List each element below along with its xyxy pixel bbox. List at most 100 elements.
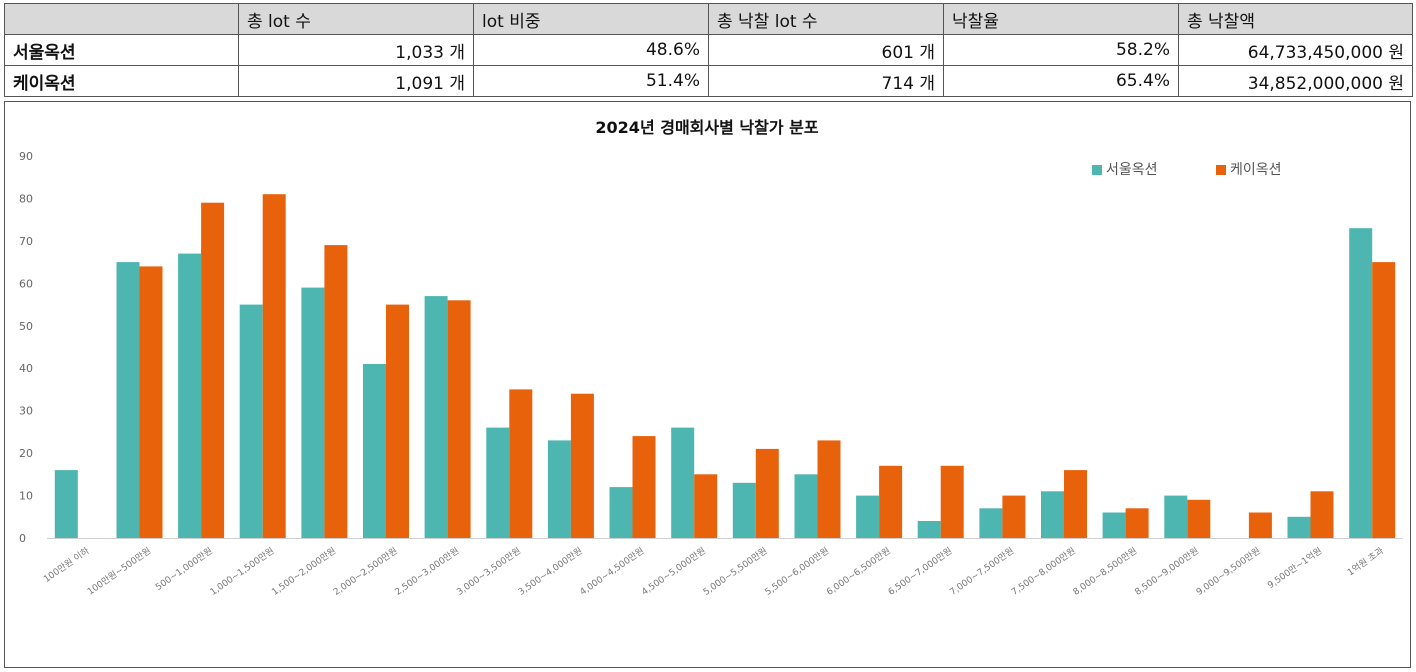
bar-series2 [1310,491,1334,538]
table-cell: 48.6% [473,34,709,66]
header-cell: 총 낙찰 lot 수 [708,3,944,35]
x-tick-label: 100만원 이하 [42,545,92,585]
bar-chart: 2024년 경매회사별 낙찰가 분포 0 10 20 30 40 50 60 70 80 90 100… [19,118,1403,598]
bar-series2 [509,389,533,538]
bar-series2 [1064,470,1087,538]
bar-series1 [732,482,756,538]
table-cell: 34,852,000,000 원 [1178,65,1413,97]
x-tick-label: 2,500~3,000만원 [393,545,461,597]
bar-series2 [817,440,841,538]
bar-series1 [1041,491,1064,538]
bar-series1 [1164,495,1188,538]
bar-series2 [1125,508,1149,538]
row-name: 서울옥션 [4,34,239,66]
bar-series2 [1248,512,1272,538]
y-tick-label: 10 [19,490,33,503]
y-tick-label: 50 [19,320,33,333]
table-cell: 64,733,450,000 원 [1178,34,1413,66]
bar-series1 [917,521,941,538]
legend-label: 케이옥션 [1230,162,1282,178]
x-tick-label: 9,500만~1억원 [1265,545,1324,591]
y-tick-label: 30 [19,405,33,418]
x-tick-label: 4,000~4,500만원 [578,545,646,597]
x-tick-label: 100만원~500만원 [85,545,153,597]
y-tick-label: 20 [19,447,33,460]
x-tick-label: 500~1,000만원 [154,545,215,592]
x-tick-label: 8,500~9,000만원 [1133,545,1201,597]
x-tick-label: 6,500~7,000만원 [886,545,954,597]
x-tick-label: 5,500~6,000만원 [763,545,831,597]
bar-series2 [940,465,964,538]
table-cell: 65.4% [943,65,1179,97]
bar-series1 [301,287,325,538]
header-cell: 낙찰율 [943,3,1179,35]
bar-series1 [856,495,880,538]
header-cell: 총 lot 수 [238,3,474,35]
bar-series2 [201,202,225,538]
bar-series2 [1187,499,1211,538]
table-cell: 1,033 개 [238,34,474,66]
bar-series1 [1349,228,1373,538]
y-tick-label: 0 [19,532,26,545]
bar-series1 [547,440,571,538]
x-tick-label: 7,000~7,500만원 [948,545,1016,597]
table-row: 서울옥션 1,033 개 48.6% 601 개 58.2% 64,733,45… [4,34,1413,66]
x-tick-label: 1,000~1,500만원 [208,545,276,597]
bar-series1 [363,364,386,538]
table-cell: 51.4% [473,65,709,97]
y-tick-label: 70 [19,235,33,248]
x-tick-label: 1,500~2,000만원 [270,545,338,597]
bar-series2 [570,393,594,538]
x-tick-label: 3,500~4,000만원 [516,545,584,597]
header-cell [4,3,239,35]
bar-series2 [324,245,348,538]
bar-series2 [447,300,471,538]
x-tick-label: 7,500~8,000만원 [1009,545,1077,597]
bar-series2 [139,266,163,538]
x-tick-label: 3,000~3,500만원 [455,545,523,597]
bar-series2 [262,194,286,538]
bar-series1 [609,487,633,538]
table-cell: 1,091 개 [238,65,474,97]
header-cell: 총 낙찰액 [1178,3,1413,35]
bar-series2 [1372,262,1396,538]
table-row: 케이옥션 1,091 개 51.4% 714 개 65.4% 34,852,00… [4,65,1413,97]
table-cell: 601 개 [708,34,944,66]
bar-series1 [486,427,510,538]
bar-series2 [755,448,779,538]
x-tick-label: 1억원 초과 [1345,545,1386,579]
bar-series2 [694,474,718,538]
y-tick-label: 60 [19,277,33,290]
bar-series1 [424,296,448,538]
legend-label: 서울옥션 [1106,162,1158,178]
summary-table: 총 lot 수 lot 비중 총 낙찰 lot 수 낙찰율 총 낙찰액 서울옥션… [4,3,1413,97]
table-header-row: 총 lot 수 lot 비중 총 낙찰 lot 수 낙찰율 총 낙찰액 [4,3,1413,35]
x-tick-label: 6,000~6,500만원 [825,545,893,597]
bar-series1 [178,253,202,538]
x-tick-label: 4,500~5,000만원 [640,545,708,597]
header-cell: lot 비중 [473,3,709,35]
bar-series2 [386,304,409,538]
bar-series1 [1287,516,1311,538]
x-tick-label: 8,000~8,500만원 [1071,545,1139,597]
bar-series2 [632,436,656,538]
bar-series2 [879,465,903,538]
legend-swatch [1216,165,1226,175]
x-tick-label: 2,000~2,500만원 [331,545,399,597]
y-tick-label: 40 [19,362,33,375]
bar-series1 [239,304,263,538]
legend-swatch [1092,165,1102,175]
bar-series1 [671,427,695,538]
bar-series2 [1002,495,1026,538]
bar-series1 [979,508,1003,538]
bar-series1 [794,474,818,538]
row-name: 케이옥션 [4,65,239,97]
bar-series1 [54,470,78,538]
y-tick-label: 80 [19,192,33,205]
bar-series1 [116,262,140,538]
x-tick-label: 9,000~9,500만원 [1194,545,1262,597]
y-tick-label: 90 [19,150,33,163]
table-cell: 58.2% [943,34,1179,66]
table-cell: 714 개 [708,65,944,97]
x-tick-label: 5,000~5,500만원 [701,545,769,597]
